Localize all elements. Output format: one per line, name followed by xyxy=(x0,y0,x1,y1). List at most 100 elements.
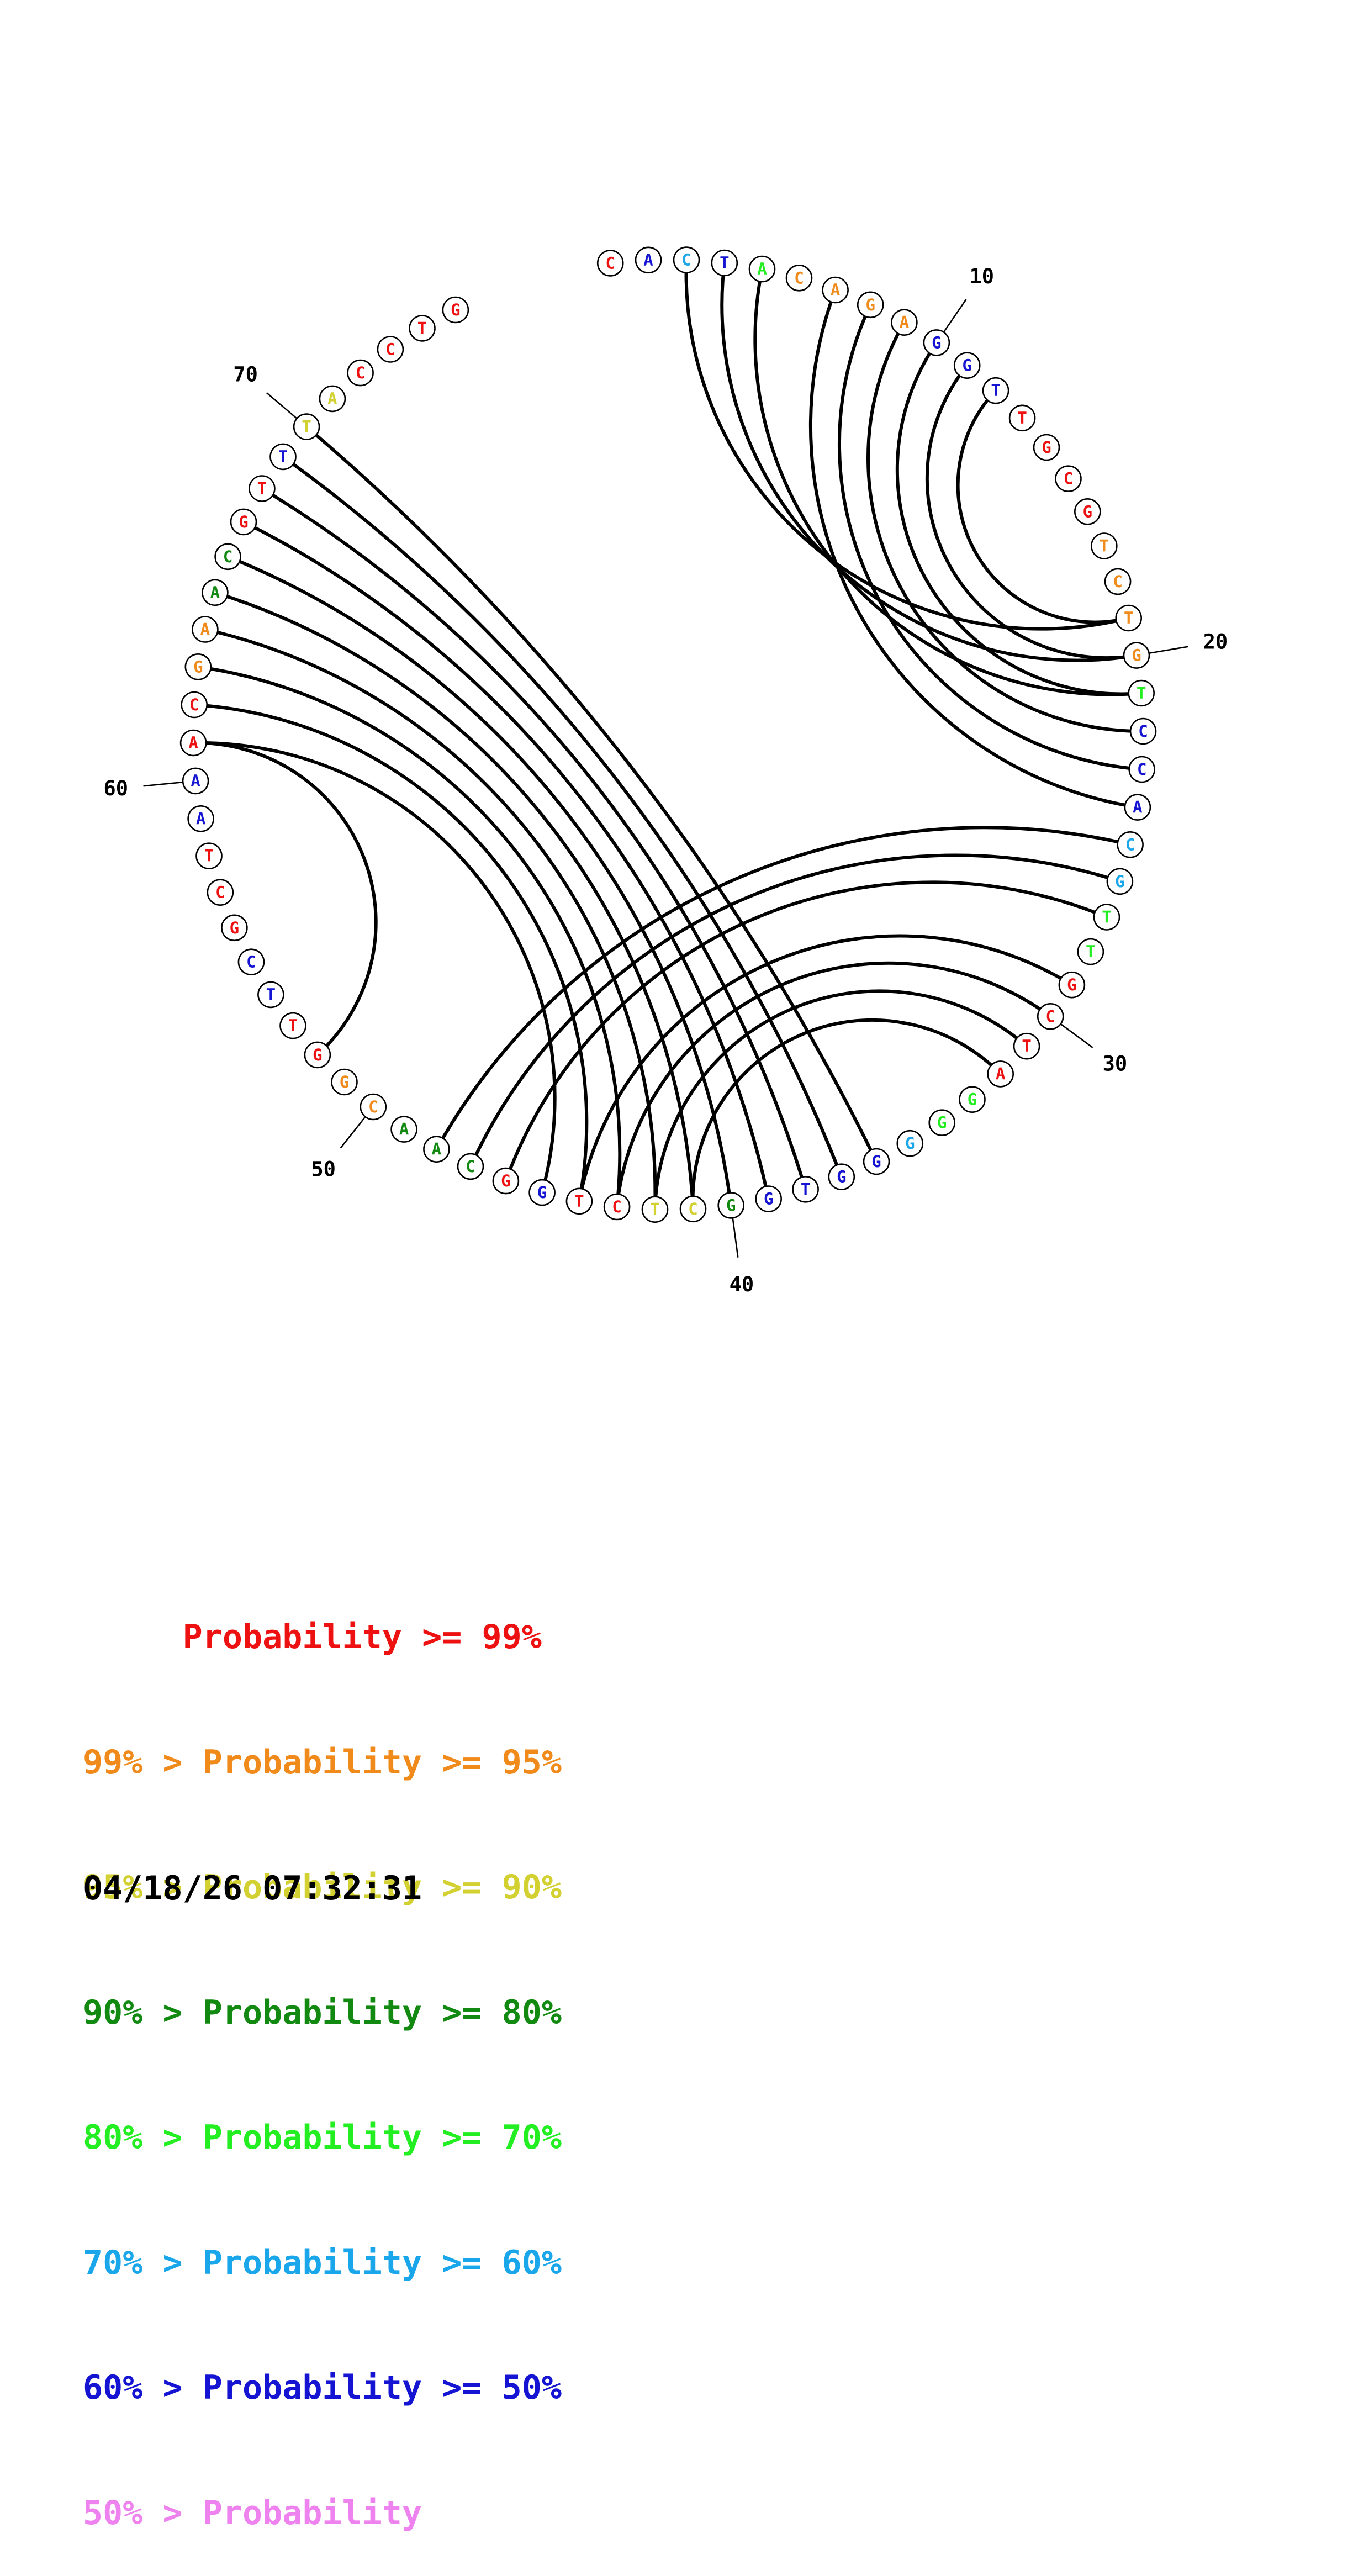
nucleotide-letter: T xyxy=(1137,684,1146,703)
nucleotide: G xyxy=(442,296,469,324)
nucleotide: C xyxy=(237,948,265,975)
nucleotide: G xyxy=(717,1192,744,1219)
nucleotide-letter: T xyxy=(1102,908,1111,927)
nucleotide-letter: T xyxy=(991,381,1000,400)
base-pair-arc xyxy=(469,853,1120,1168)
nucleotide-circle xyxy=(1128,756,1155,783)
nucleotide-circle xyxy=(457,1153,484,1180)
nucleotide: A xyxy=(202,579,229,606)
nucleotide: G xyxy=(1074,498,1101,525)
tick-line xyxy=(732,1217,739,1258)
nucleotide-circle xyxy=(442,296,469,324)
nucleotide-letter: C xyxy=(1113,572,1122,591)
tick-line xyxy=(266,392,298,420)
nucleotide-letter: C xyxy=(612,1197,621,1216)
nucleotide-circle xyxy=(1074,498,1101,525)
nucleotide-letter: A xyxy=(831,281,840,299)
nucleotide: G xyxy=(923,329,950,356)
nucleotide-circle xyxy=(279,1012,306,1039)
nucleotide-letter: C xyxy=(605,254,615,272)
nucleotide-circle xyxy=(641,1196,669,1223)
nucleotide-letter: C xyxy=(246,953,256,972)
nucleotide-circle xyxy=(221,914,248,942)
tick-line xyxy=(143,781,184,787)
nucleotide: A xyxy=(182,767,209,795)
nucleotide: C xyxy=(1117,831,1144,858)
nucleotide-letter: T xyxy=(574,1192,584,1211)
nucleotide: A xyxy=(1124,794,1151,821)
nucleotide-circle xyxy=(1117,831,1144,858)
nucleotide-circle xyxy=(1104,568,1132,595)
nucleotide-circle xyxy=(230,508,257,536)
nucleotide-letter: G xyxy=(871,1152,881,1171)
position-ticks: 10 20 30 40 50 60 70 xyxy=(104,265,1228,1296)
tick-label: 70 xyxy=(233,363,258,387)
nucleotide-letter: A xyxy=(643,251,653,270)
nucleotide: G xyxy=(1106,868,1134,895)
legend-row: 70% > Probability >= 60% xyxy=(83,2243,562,2282)
base-pair-arc xyxy=(925,364,1137,660)
nucleotide-circle xyxy=(1033,434,1060,461)
nucleotide: C xyxy=(214,543,241,571)
nucleotide-circle xyxy=(257,981,284,1009)
nucleotide-circle xyxy=(863,1148,890,1175)
nucleotide-circle xyxy=(1008,404,1036,432)
nucleotide-letter: A xyxy=(757,260,767,278)
legend-row: 99% > Probability >= 95% xyxy=(83,1743,562,1782)
nucleotide-circle xyxy=(596,250,624,277)
nucleotide-letter: G xyxy=(968,1090,977,1109)
nucleotide: T xyxy=(249,475,276,502)
nucleotide-circle xyxy=(1115,604,1142,632)
legend-row: 90% > Probability >= 80% xyxy=(83,1993,562,2032)
nucleotide-letter: T xyxy=(1022,1037,1031,1055)
tick-label: 30 xyxy=(1103,1052,1128,1075)
nucleotide-circle xyxy=(857,291,884,319)
nucleotide: C xyxy=(1128,756,1155,783)
nucleotide-letter: A xyxy=(1133,798,1142,817)
nucleotide: T xyxy=(792,1176,819,1203)
nucleotide-letter: T xyxy=(266,985,276,1004)
nucleotide: T xyxy=(641,1196,669,1223)
tick-label: 20 xyxy=(1203,630,1228,653)
nucleotide-circle xyxy=(179,729,207,757)
base-pair-arc xyxy=(808,289,1138,809)
base-pair-arc xyxy=(615,961,1051,1207)
base-pair-arc xyxy=(435,826,1131,1150)
nucleotide-letter: G xyxy=(1067,975,1076,994)
nucleotide-letter: C xyxy=(223,547,232,566)
tick-label: 50 xyxy=(311,1158,336,1181)
nucleotide-letter: A xyxy=(188,733,198,752)
nucleotide-circle xyxy=(923,329,950,356)
nucleotide-circle xyxy=(182,767,209,795)
nucleotide-circle xyxy=(673,246,700,273)
nucleotide: A xyxy=(319,385,346,413)
base-pair-arc xyxy=(194,703,589,1202)
base-pair-arc xyxy=(504,880,1108,1182)
nucleotide-circle xyxy=(792,1176,819,1203)
nucleotide-letter: G xyxy=(1132,646,1141,665)
nucleotide-circle xyxy=(896,1129,924,1157)
nucleotide-letter: G xyxy=(962,356,971,375)
nucleotide-letter: A xyxy=(327,389,337,408)
nucleotide-circle xyxy=(1123,642,1150,669)
nucleotide: C xyxy=(377,336,404,363)
nucleotide-letter: G xyxy=(932,333,941,352)
nucleotide-circle xyxy=(331,1068,358,1096)
nucleotide-circle xyxy=(755,1185,782,1212)
nucleotide-circle xyxy=(987,1060,1014,1088)
nucleotide-circle xyxy=(1058,971,1086,999)
nucleotide-circle xyxy=(565,1187,593,1215)
nucleotide-letter: C xyxy=(1045,1007,1055,1026)
nucleotide-letter: G xyxy=(837,1168,846,1186)
nucleotide: G xyxy=(959,1086,986,1113)
nucleotide: A xyxy=(748,255,776,283)
nucleotide-circle xyxy=(492,1167,520,1195)
nucleotide-circle xyxy=(192,616,219,643)
nucleotide-circle xyxy=(269,443,297,471)
nucleotide-letter: C xyxy=(356,363,365,382)
nucleotide-circle xyxy=(319,385,346,413)
nucleotide-circle xyxy=(390,1116,417,1143)
nucleotide-letter: C xyxy=(466,1157,475,1176)
nucleotide-letter: T xyxy=(204,847,214,865)
